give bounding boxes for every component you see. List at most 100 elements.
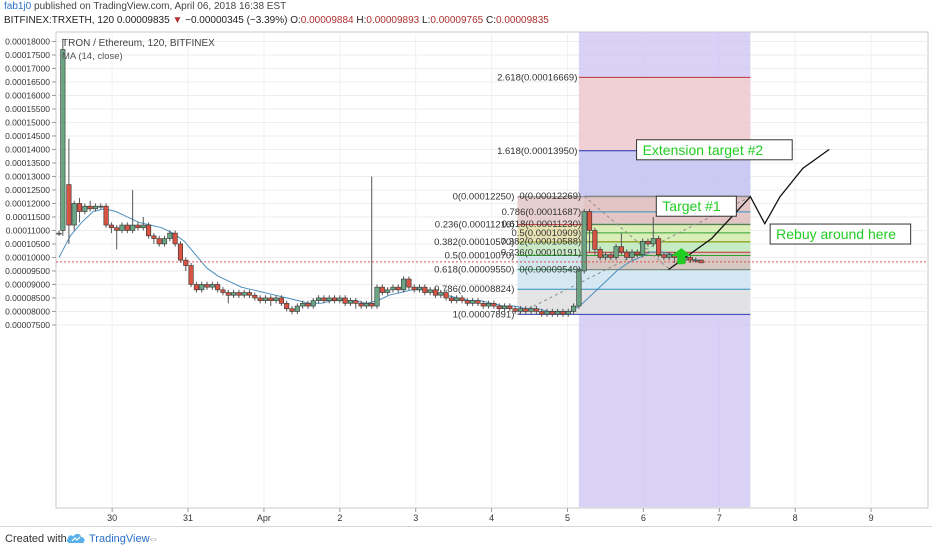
fib-level-label: 0.786(0.00008824) [434,284,514,295]
footer: Created with TradingView ⇔ [0,526,932,551]
candle-up [209,284,215,288]
x-tick-label: 5 [565,513,570,523]
candle-up [528,308,534,312]
y-tick-label: 0.00007500 [5,320,50,330]
candle-down [305,303,311,307]
candle-up [347,300,354,304]
candle-up [454,297,460,301]
y-tick-label: 0.00013000 [5,171,50,181]
x-tick-label: 3 [413,513,418,523]
candle-up [167,232,173,239]
candle-down [533,308,539,312]
candle-down [236,292,242,296]
candle-up [56,232,62,235]
tradingview-brand[interactable]: TradingView [89,533,150,545]
candle-down [395,286,401,291]
candle-up [140,224,146,229]
candle-up [92,205,99,210]
y-tick-label: 0.00013500 [5,158,50,168]
candle-up [316,297,322,301]
annotation-text: Target #1 [662,198,721,214]
candle-up [613,246,619,258]
annotations: Extension target #2 Target #1 Rebuy around… [636,139,912,265]
fib-levels: 2.618(0.00016669) 1.618(0.00013950) 0(0.00… [434,72,751,320]
symbol-quote-bar: BITFINEX:TRXETH, 120 0.00009835 ▼ −0.000… [4,15,549,26]
open-value: 0.00009884 [300,15,354,26]
candle-down [645,240,651,245]
low-label: L: [422,15,431,26]
candle-up [486,303,492,307]
x-tick-label: 30 [107,513,117,523]
y-tick-label: 0.00008000 [5,306,50,316]
candle-up [231,292,237,296]
candle-down [183,259,189,266]
y-tick-label: 0.00011000 [6,225,51,235]
candle-down [284,303,290,310]
candle-down [422,286,428,293]
candle-down [448,297,454,301]
low-value: 0.00009765 [430,15,484,26]
open-label: O: [290,15,301,26]
candle-up [565,311,571,315]
candle-down [289,308,295,312]
candle-up [501,305,508,310]
y-tick-label: 0.00015500 [5,104,50,114]
x-tick-label: Apr [257,513,271,523]
candle-down [177,243,184,261]
candle-down [592,230,598,250]
candle-down [618,246,624,253]
candle-down [246,292,253,296]
candle-down [480,303,486,307]
candle-up [602,254,609,258]
y-tick-label: 0.00012000 [5,198,50,208]
price-chart-svg[interactable]: 2.618(0.00016669) 1.618(0.00013950) 0(0.00… [0,30,932,526]
chart-area[interactable]: 2.618(0.00016669) 1.618(0.00013950) 0(0.00… [0,30,932,526]
candle-down [586,211,593,231]
candle-down [624,251,630,258]
candle-down [432,289,439,296]
annotation-box [655,195,737,217]
candle-up [199,284,205,291]
candle-down [379,286,385,293]
candle-down [76,203,83,212]
x-tick-label: 9 [869,513,874,523]
annotation-box [636,139,793,161]
candle-down [512,308,518,312]
candle-down [491,303,497,307]
publish-info: fab1j0 published on TradingView.com, Apr… [4,1,286,12]
annotation-text: Rebuy around here [776,226,896,242]
candle-up [60,49,66,231]
fib-zone [578,77,751,151]
candle-down [66,184,72,226]
candle-down [108,224,114,229]
candle-down [523,308,529,312]
candle-up [571,305,577,312]
candle-down [252,294,258,299]
candle-down [475,300,481,304]
candle-down [597,249,603,258]
close-label: C: [486,15,496,26]
y-tick-label: 0.00011500 [6,212,51,222]
candle-down [459,297,465,301]
candle-down [172,232,178,245]
candle-up [517,308,524,312]
candle-up [650,238,656,245]
candle-down [103,205,109,226]
fib-zone [517,269,751,290]
candle-down [358,303,364,307]
fib-level-label: 1(0.00007891) [453,309,515,320]
y-tick-label: 0.00014000 [5,144,50,154]
candle-down [687,257,694,261]
candle-down [268,297,274,301]
author-link[interactable]: fab1j0 [4,1,32,12]
candle-up [130,224,136,231]
fib-level-label: 0.5(0.00010070) [445,251,515,262]
candle-down [225,292,231,296]
fib-level-label: 0.5(0.00010909) [511,228,581,239]
x-tick-label: 2 [337,513,342,523]
candle-up [374,286,380,307]
scroll-arrows-icon[interactable]: ⇔ [148,533,159,545]
candle-down [661,254,667,258]
candle-down [656,238,662,256]
candle-up [401,278,407,291]
